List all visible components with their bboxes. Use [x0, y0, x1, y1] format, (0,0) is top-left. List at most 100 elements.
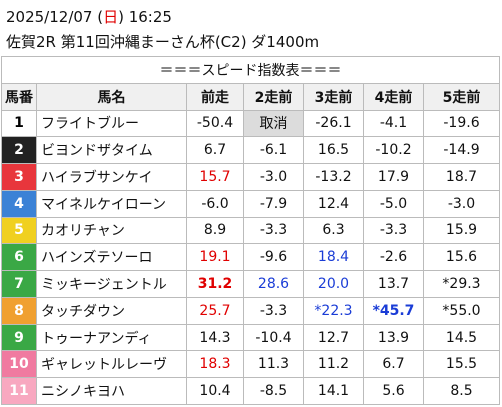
- speed-index: -3.3: [243, 216, 304, 245]
- speed-index: 16.5: [303, 136, 364, 165]
- horse-name: ギャレットルレーヴ: [36, 350, 187, 379]
- horse-name: フライトブルー: [36, 109, 187, 138]
- horse-row: 7 ミッキージェントル 31.2 28.6 20.0 13.7 *29.3: [1, 270, 500, 298]
- horse-name: トゥーナアンディ: [36, 323, 187, 352]
- column-header: 2走前: [243, 82, 304, 111]
- speed-index: -4.1: [363, 109, 424, 138]
- speed-index: 19.1: [186, 243, 244, 272]
- header-row: 馬番 馬名 前走 2走前 3走前 4走前 5走前: [1, 82, 500, 111]
- speed-index: 5.6: [363, 377, 424, 405]
- horse-number: 3: [1, 163, 37, 191]
- date-part: 日: [103, 8, 119, 26]
- column-header: 馬番: [1, 82, 37, 111]
- speed-index: 14.3: [186, 323, 244, 352]
- speed-index: 15.9: [423, 216, 500, 245]
- speed-index: 8.9: [186, 216, 244, 245]
- speed-index: 6.3: [303, 216, 364, 245]
- date-part: ) 16:25: [118, 8, 172, 26]
- table-title: ＝＝＝スピード指数表＝＝＝: [1, 56, 500, 84]
- race-line: 佐賀2R 第11回沖縄まーさん杯(C2) ダ1400m: [6, 33, 320, 51]
- speed-index: 17.9: [363, 163, 424, 191]
- speed-index: 25.7: [186, 296, 244, 325]
- speed-index: 8.5: [423, 377, 500, 405]
- speed-index: 20.0: [303, 270, 364, 298]
- speed-index: 13.9: [363, 323, 424, 352]
- horse-number: 5: [1, 216, 37, 245]
- speed-index: -26.1: [303, 109, 364, 138]
- speed-index: 31.2: [186, 270, 244, 298]
- speed-index: -3.0: [243, 163, 304, 191]
- horse-name: マイネルケイローン: [36, 189, 187, 218]
- speed-index: -6.0: [186, 189, 244, 218]
- horse-number: 10: [1, 350, 37, 379]
- speed-index: -2.6: [363, 243, 424, 272]
- column-header: 3走前: [303, 82, 364, 111]
- column-header: 5走前: [423, 82, 500, 111]
- speed-index: -50.4: [186, 109, 244, 138]
- speed-index: *55.0: [423, 296, 500, 325]
- speed-index: 15.7: [186, 163, 244, 191]
- horse-row: 11 ニシノキヨハ 10.4 -8.5 14.1 5.6 8.5: [1, 377, 500, 405]
- horse-row: 1 フライトブルー -50.4 取消 -26.1 -4.1 -19.6: [1, 109, 500, 138]
- speed-index: 13.7: [363, 270, 424, 298]
- horse-name: ビヨンドザタイム: [36, 136, 187, 165]
- horse-number: 8: [1, 296, 37, 325]
- speed-index: -3.0: [423, 189, 500, 218]
- horse-number: 9: [1, 323, 37, 352]
- speed-index: -7.9: [243, 189, 304, 218]
- horse-row: 2 ビヨンドザタイム 6.7 -6.1 16.5 -10.2 -14.9: [1, 136, 500, 165]
- speed-index: 14.5: [423, 323, 500, 352]
- speed-index: 18.3: [186, 350, 244, 379]
- speed-index: -8.5: [243, 377, 304, 405]
- title-row: ＝＝＝スピード指数表＝＝＝: [1, 56, 500, 84]
- speed-index: 15.5: [423, 350, 500, 379]
- horse-name: ミッキージェントル: [36, 270, 187, 298]
- speed-index: -10.4: [243, 323, 304, 352]
- speed-index: 15.6: [423, 243, 500, 272]
- speed-index: *45.7: [363, 296, 424, 325]
- speed-index: -13.2: [303, 163, 364, 191]
- column-header: 馬名: [36, 82, 187, 111]
- speed-index: 10.4: [186, 377, 244, 405]
- speed-table: ＝＝＝スピード指数表＝＝＝ 馬番 馬名 前走 2走前 3走前 4走前 5走前 1 フライトブルー -…: [1, 56, 500, 405]
- date-part: 2025/12/07 (: [6, 8, 104, 26]
- column-header: 前走: [186, 82, 244, 111]
- speed-index: 11.3: [243, 350, 304, 379]
- horse-name: ハインズテソーロ: [36, 243, 187, 272]
- speed-index: -3.3: [363, 216, 424, 245]
- speed-index: -9.6: [243, 243, 304, 272]
- speed-index: 12.4: [303, 189, 364, 218]
- speed-index: *22.3: [303, 296, 364, 325]
- speed-index: 取消: [243, 109, 304, 138]
- speed-index: -3.3: [243, 296, 304, 325]
- horse-number: 7: [1, 270, 37, 298]
- horse-row: 9 トゥーナアンディ 14.3 -10.4 12.7 13.9 14.5: [1, 323, 500, 352]
- horse-row: 6 ハインズテソーロ 19.1 -9.6 18.4 -2.6 15.6: [1, 243, 500, 272]
- horse-name: ニシノキヨハ: [36, 377, 187, 405]
- horse-number: 4: [1, 189, 37, 218]
- horse-name: ハイラブサンケイ: [36, 163, 187, 191]
- horse-number: 1: [1, 109, 37, 138]
- horse-name: カオリチャン: [36, 216, 187, 245]
- date-line: 2025/12/07 (日) 16:25: [6, 6, 172, 27]
- horse-number: 2: [1, 136, 37, 165]
- horse-name: タッチダウン: [36, 296, 187, 325]
- speed-index: 18.4: [303, 243, 364, 272]
- speed-index: 6.7: [186, 136, 244, 165]
- horse-number: 6: [1, 243, 37, 272]
- speed-index: 14.1: [303, 377, 364, 405]
- speed-index: -6.1: [243, 136, 304, 165]
- speed-index: 18.7: [423, 163, 500, 191]
- speed-index: 11.2: [303, 350, 364, 379]
- horse-row: 8 タッチダウン 25.7 -3.3 *22.3 *45.7 *55.0: [1, 296, 500, 325]
- speed-index: 28.6: [243, 270, 304, 298]
- speed-index: 12.7: [303, 323, 364, 352]
- horse-row: 4 マイネルケイローン -6.0 -7.9 12.4 -5.0 -3.0: [1, 189, 500, 218]
- speed-index: -10.2: [363, 136, 424, 165]
- speed-index: -14.9: [423, 136, 500, 165]
- horse-row: 10 ギャレットルレーヴ 18.3 11.3 11.2 6.7 15.5: [1, 350, 500, 379]
- speed-index: 6.7: [363, 350, 424, 379]
- speed-index: *29.3: [423, 270, 500, 298]
